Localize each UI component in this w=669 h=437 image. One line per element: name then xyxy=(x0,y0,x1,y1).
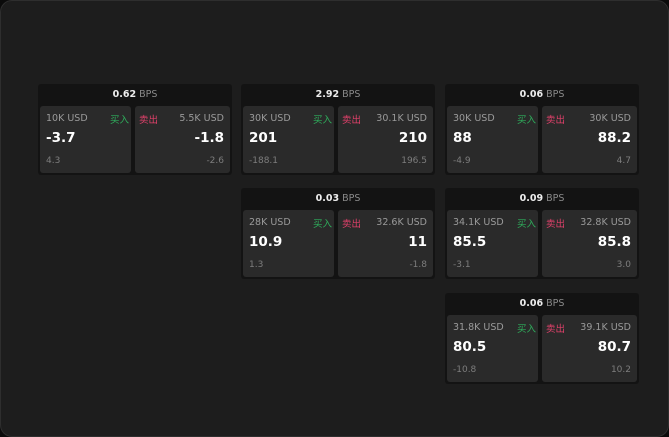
buy-price: 85.5 xyxy=(453,234,487,250)
buy-label: 买入 xyxy=(516,324,536,335)
buy-change: -3.1 xyxy=(453,260,471,270)
sell-size: 32.6K USD xyxy=(376,217,427,228)
spread-header: 0.03 BPS xyxy=(241,188,435,209)
spread-value: 0.03 xyxy=(315,193,340,204)
sell-panel[interactable]: 卖出 32.6K USD 11 -1.8 xyxy=(338,210,433,277)
sell-label: 卖出 xyxy=(546,115,566,126)
buy-label: 买入 xyxy=(109,115,129,126)
sell-change: 3.0 xyxy=(616,260,631,270)
buy-label: 买入 xyxy=(312,115,332,126)
spread-unit: BPS xyxy=(342,89,361,100)
buy-price: 10.9 xyxy=(249,234,283,250)
buy-panel[interactable]: 28K USD 买入 10.9 1.3 xyxy=(243,210,334,277)
spread-value: 0.09 xyxy=(519,193,544,204)
spread-value: 0.06 xyxy=(519,298,544,309)
buy-price: 88 xyxy=(453,130,472,146)
buy-price: 201 xyxy=(249,130,278,146)
sell-size: 30.1K USD xyxy=(376,113,427,124)
sell-label: 卖出 xyxy=(546,219,566,230)
spread-unit: BPS xyxy=(546,89,565,100)
spread-unit: BPS xyxy=(342,193,361,204)
sell-panel[interactable]: 卖出 39.1K USD 80.7 10.2 xyxy=(542,315,637,382)
buy-size: 28K USD xyxy=(249,217,291,228)
buy-change: 1.3 xyxy=(249,260,264,270)
spread-value: 0.06 xyxy=(519,89,544,100)
buy-change: 4.3 xyxy=(46,156,61,166)
sell-label: 卖出 xyxy=(139,115,159,126)
spread-header: 2.92 BPS xyxy=(241,84,435,105)
spread-header: 0.06 BPS xyxy=(445,293,639,314)
buy-panel[interactable]: 34.1K USD 买入 85.5 -3.1 xyxy=(447,210,538,277)
spread-header: 0.62 BPS xyxy=(38,84,232,105)
sell-panel[interactable]: 卖出 30K USD 88.2 4.7 xyxy=(542,106,637,173)
sell-change: -2.6 xyxy=(206,156,224,166)
sell-price: 88.2 xyxy=(597,130,631,146)
buy-panel[interactable]: 10K USD 买入 -3.7 4.3 xyxy=(40,106,131,173)
sell-price: 80.7 xyxy=(597,339,631,355)
spread-header: 0.06 BPS xyxy=(445,84,639,105)
sell-price: 11 xyxy=(408,234,427,250)
sell-panel[interactable]: 卖出 32.8K USD 85.8 3.0 xyxy=(542,210,637,277)
buy-size: 30K USD xyxy=(249,113,291,124)
quote-widget: 0.62 BPS 10K USD 买入 -3.7 4.3 卖出 5.5K USD… xyxy=(38,84,232,175)
buy-label: 买入 xyxy=(516,115,536,126)
spread-unit: BPS xyxy=(546,193,565,204)
sell-size: 39.1K USD xyxy=(580,322,631,333)
buy-price: -3.7 xyxy=(46,130,76,146)
spread-unit: BPS xyxy=(546,298,565,309)
sell-label: 卖出 xyxy=(546,324,566,335)
buy-size: 34.1K USD xyxy=(453,217,504,228)
spread-value: 0.62 xyxy=(112,89,137,100)
buy-change: -4.9 xyxy=(453,156,471,166)
sell-change: 196.5 xyxy=(401,156,427,166)
sell-change: 10.2 xyxy=(610,365,631,375)
sell-size: 5.5K USD xyxy=(179,113,224,124)
buy-change: -188.1 xyxy=(249,156,279,166)
quote-widget: 0.06 BPS 31.8K USD 买入 80.5 -10.8 卖出 39.1… xyxy=(445,293,639,384)
spread-unit: BPS xyxy=(139,89,158,100)
sell-change: 4.7 xyxy=(616,156,631,166)
buy-panel[interactable]: 31.8K USD 买入 80.5 -10.8 xyxy=(447,315,538,382)
buy-size: 31.8K USD xyxy=(453,322,504,333)
sell-panel[interactable]: 卖出 5.5K USD -1.8 -2.6 xyxy=(135,106,230,173)
buy-label: 买入 xyxy=(312,219,332,230)
sell-label: 卖出 xyxy=(342,219,362,230)
sell-price: -1.8 xyxy=(194,130,224,146)
sell-size: 32.8K USD xyxy=(580,217,631,228)
sell-label: 卖出 xyxy=(342,115,362,126)
buy-size: 10K USD xyxy=(46,113,88,124)
buy-price: 80.5 xyxy=(453,339,487,355)
quote-widget: 0.09 BPS 34.1K USD 买入 85.5 -3.1 卖出 32.8K… xyxy=(445,188,639,279)
buy-panel[interactable]: 30K USD 买入 201 -188.1 xyxy=(243,106,334,173)
buy-change: -10.8 xyxy=(453,365,477,375)
sell-price: 85.8 xyxy=(597,234,631,250)
quote-widget: 0.03 BPS 28K USD 买入 10.9 1.3 卖出 32.6K US… xyxy=(241,188,435,279)
buy-size: 30K USD xyxy=(453,113,495,124)
spread-value: 2.92 xyxy=(315,89,340,100)
quote-widget: 0.06 BPS 30K USD 买入 88 -4.9 卖出 30K USD 8… xyxy=(445,84,639,175)
buy-panel[interactable]: 30K USD 买入 88 -4.9 xyxy=(447,106,538,173)
sell-size: 30K USD xyxy=(589,113,631,124)
buy-label: 买入 xyxy=(516,219,536,230)
sell-price: 210 xyxy=(398,130,427,146)
spread-header: 0.09 BPS xyxy=(445,188,639,209)
sell-panel[interactable]: 卖出 30.1K USD 210 196.5 xyxy=(338,106,433,173)
quote-widget: 2.92 BPS 30K USD 买入 201 -188.1 卖出 30.1K … xyxy=(241,84,435,175)
sell-change: -1.8 xyxy=(409,260,427,270)
